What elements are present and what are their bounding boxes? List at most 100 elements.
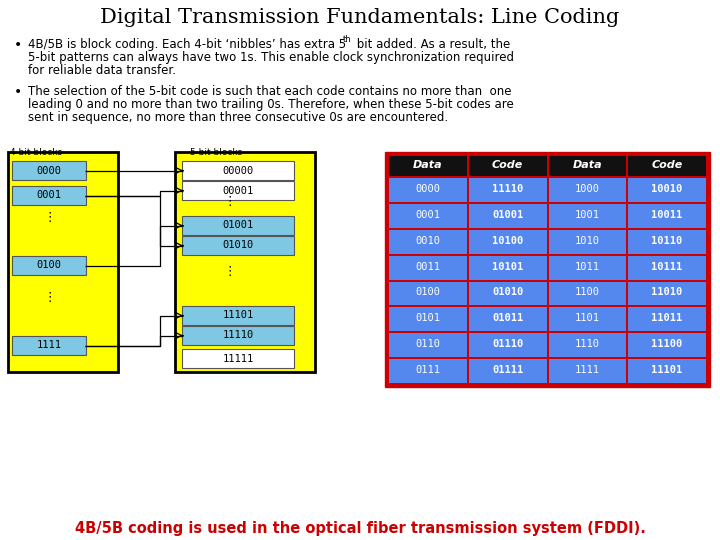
Bar [469,359,546,383]
Bar [629,230,706,254]
Text: 0010: 0010 [415,235,441,246]
Text: 1010: 1010 [575,235,600,246]
Text: 11111: 11111 [222,354,253,363]
Text: 11101: 11101 [652,365,683,375]
Bar [629,307,706,331]
Text: 1100: 1100 [575,287,600,298]
Text: 1000: 1000 [575,184,600,194]
Text: 10101: 10101 [492,261,523,272]
Text: 11110: 11110 [222,330,253,341]
Text: 5 bit blocks: 5 bit blocks [190,148,242,157]
Bar [389,359,467,383]
Text: 0110: 0110 [415,339,441,349]
Bar [389,204,467,228]
Text: ⋮: ⋮ [44,291,56,303]
Text: 01001: 01001 [222,220,253,231]
Text: The selection of the 5-bit code is such that each code contains no more than  on: The selection of the 5-bit code is such … [28,85,511,98]
Bar [469,156,546,176]
Bar [389,333,467,357]
Text: 5-bit patterns can always have two 1s. This enable clock synchronization require: 5-bit patterns can always have two 1s. T… [28,51,514,64]
Text: 4B/5B coding is used in the optical fiber transmission system (FDDI).: 4B/5B coding is used in the optical fibe… [75,521,645,536]
Text: 01010: 01010 [222,240,253,251]
Bar [549,204,626,228]
Bar [629,255,706,280]
Text: 11101: 11101 [222,310,253,321]
FancyBboxPatch shape [182,306,294,325]
Text: Data: Data [572,160,602,170]
Text: 00001: 00001 [222,186,253,195]
Bar [629,333,706,357]
Text: sent in sequence, no more than three consecutive 0s are encountered.: sent in sequence, no more than three con… [28,111,448,124]
Text: 1011: 1011 [575,261,600,272]
FancyBboxPatch shape [182,349,294,368]
Bar [469,255,546,280]
Text: 11010: 11010 [652,287,683,298]
Text: leading 0 and no more than two trailing 0s. Therefore, when these 5-bit codes ar: leading 0 and no more than two trailing … [28,98,514,111]
Text: 1101: 1101 [575,313,600,323]
Text: 1001: 1001 [575,210,600,220]
Text: ⋮: ⋮ [44,211,56,224]
Text: 10011: 10011 [652,210,683,220]
FancyBboxPatch shape [182,181,294,200]
Text: 0100: 0100 [37,260,61,271]
Bar [549,255,626,280]
Bar [389,156,467,176]
FancyBboxPatch shape [182,326,294,345]
Text: 4 bit blocks: 4 bit blocks [10,148,62,157]
Text: 00000: 00000 [222,165,253,176]
Text: ⋮: ⋮ [224,266,236,279]
Bar [549,178,626,202]
Bar [469,281,546,306]
Text: ⋮: ⋮ [224,195,236,208]
Bar [389,307,467,331]
Text: 01010: 01010 [492,287,523,298]
Bar [389,230,467,254]
Bar [389,178,467,202]
Bar [629,156,706,176]
Text: •: • [14,38,22,52]
Text: 1111: 1111 [37,341,61,350]
Text: 0000: 0000 [415,184,441,194]
Text: 0001: 0001 [37,191,61,200]
Text: 11110: 11110 [492,184,523,194]
Text: th: th [343,35,351,44]
Text: 01011: 01011 [492,313,523,323]
Text: 0100: 0100 [415,287,441,298]
Text: Code: Code [652,160,683,170]
Text: 01111: 01111 [492,365,523,375]
Text: 10111: 10111 [652,261,683,272]
Text: 4B/5B is block coding. Each 4-bit ‘nibbles’ has extra 5: 4B/5B is block coding. Each 4-bit ‘nibbl… [28,38,346,51]
Text: for reliable data transfer.: for reliable data transfer. [28,64,176,77]
Bar [389,281,467,306]
FancyBboxPatch shape [182,161,294,180]
Text: 1111: 1111 [575,365,600,375]
FancyBboxPatch shape [12,161,86,180]
Bar [629,178,706,202]
Text: 0011: 0011 [415,261,441,272]
FancyBboxPatch shape [182,236,294,255]
Bar [549,230,626,254]
Bar [549,307,626,331]
Text: 10010: 10010 [652,184,683,194]
FancyBboxPatch shape [182,216,294,235]
FancyBboxPatch shape [12,186,86,205]
Text: 0101: 0101 [415,313,441,323]
Bar [549,333,626,357]
Bar [629,281,706,306]
Bar [549,281,626,306]
Bar [469,204,546,228]
Text: 1110: 1110 [575,339,600,349]
Bar [8,152,118,372]
Text: Data: Data [413,160,443,170]
Bar [469,307,546,331]
FancyBboxPatch shape [12,256,86,275]
Bar [549,156,626,176]
Text: 0000: 0000 [37,165,61,176]
Text: bit added. As a result, the: bit added. As a result, the [353,38,510,51]
Bar [629,204,706,228]
Bar [629,359,706,383]
Bar [175,152,315,372]
Bar [385,152,710,387]
Bar [469,230,546,254]
Bar [389,255,467,280]
